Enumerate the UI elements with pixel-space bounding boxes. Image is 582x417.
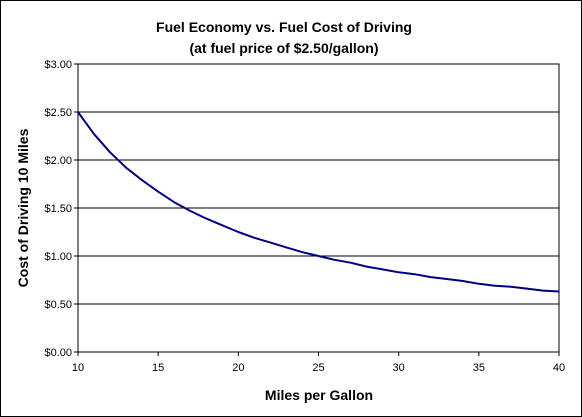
y-tick-label: $2.50 — [44, 107, 72, 119]
y-tick-label: $0.50 — [44, 299, 72, 311]
x-tick-label: 40 — [553, 362, 565, 374]
x-tick-label: 20 — [232, 362, 244, 374]
y-tick-label: $0.00 — [44, 347, 72, 359]
y-tick-label: $1.00 — [44, 251, 72, 263]
series-line — [77, 111, 560, 293]
y-tick-label: $1.50 — [44, 203, 72, 215]
x-axis-label: Miles per Gallon — [265, 387, 373, 403]
x-tick-label: 30 — [393, 362, 405, 374]
y-tick-label: $2.00 — [44, 155, 72, 167]
x-tick-label: 25 — [312, 362, 324, 374]
x-tick-label: 15 — [152, 362, 164, 374]
x-tick-label: 10 — [72, 362, 84, 374]
y-axis-label: Cost of Driving 10 Miles — [15, 128, 31, 287]
y-tick-label: $3.00 — [44, 59, 72, 71]
chart-title: Fuel Economy vs. Fuel Cost of Driving — [156, 19, 412, 35]
x-tick-label: 35 — [473, 362, 485, 374]
chart-subtitle: (at fuel price of $2.50/gallon) — [189, 40, 378, 56]
